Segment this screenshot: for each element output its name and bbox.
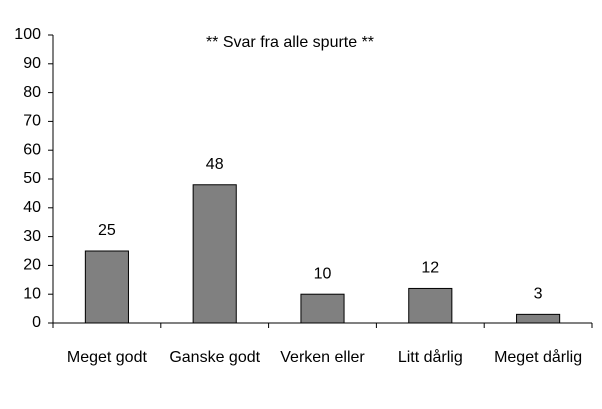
y-tick-label: 10 <box>23 285 41 302</box>
data-label: 12 <box>421 260 439 277</box>
data-label: 48 <box>206 156 224 173</box>
bar <box>408 287 453 324</box>
chart-title: ** Svar fra alle spurte ** <box>206 34 374 51</box>
x-tick-label: Litt dårlig <box>398 348 463 366</box>
bar <box>192 184 237 324</box>
y-tick-label: 80 <box>23 84 41 101</box>
data-label: 10 <box>314 265 332 282</box>
y-tick-label: 0 <box>32 314 41 331</box>
y-tick-label: 20 <box>23 257 41 274</box>
data-label: 3 <box>534 286 543 303</box>
x-tick-label: Meget dårlig <box>494 348 582 366</box>
y-tick-label: 30 <box>23 228 41 245</box>
x-tick-label: Verken eller <box>280 349 365 366</box>
x-tick-label: Ganske godt <box>169 349 260 366</box>
bar <box>516 313 561 324</box>
bar <box>84 250 129 324</box>
y-tick-label: 70 <box>23 113 41 130</box>
bar <box>300 293 345 324</box>
y-tick-label: 90 <box>23 55 41 72</box>
data-label: 25 <box>98 222 116 239</box>
y-tick-label: 50 <box>23 170 41 187</box>
y-tick-label: 100 <box>14 26 41 43</box>
y-tick-label: 40 <box>23 199 41 216</box>
x-tick-label: Meget godt <box>67 349 148 366</box>
y-tick-label: 60 <box>23 141 41 158</box>
